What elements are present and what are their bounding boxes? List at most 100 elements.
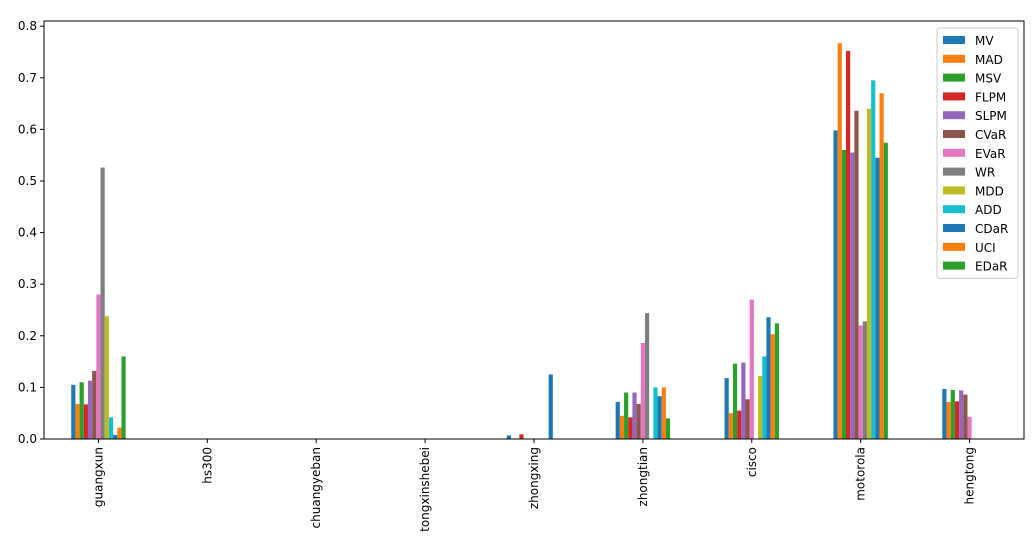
bar-MSV-guangxun xyxy=(79,382,84,439)
bar-WR-guangxun xyxy=(100,167,105,439)
bar-FLPM-zhongtian xyxy=(628,417,633,439)
y-tick-label: 0.1 xyxy=(18,380,37,394)
plot-area-frame xyxy=(43,20,1025,440)
bar-SLPM-motorola xyxy=(850,152,855,439)
bar-EDaR-guangxun xyxy=(121,356,126,439)
legend-label-SLPM: SLPM xyxy=(975,109,1007,123)
bar-UCI-zhongtian xyxy=(661,387,666,439)
bar-EDaR-motorola xyxy=(883,142,888,439)
x-tick-label-chuangyeban: chuangyeban xyxy=(309,447,323,528)
bar-CDaR-zhongxing xyxy=(548,374,553,439)
bar-CDaR-cisco xyxy=(766,317,771,439)
legend-label-UCI: UCI xyxy=(975,241,996,255)
legend-label-MSV: MSV xyxy=(975,72,1002,86)
y-tick-label: 0.8 xyxy=(18,19,37,33)
x-tick-label-guangxun: guangxun xyxy=(91,447,105,507)
legend-label-FLPM: FLPM xyxy=(975,90,1006,104)
legend-swatch-CDaR xyxy=(943,224,965,232)
legend-swatch-MSV xyxy=(943,73,965,82)
bar-SLPM-guangxun xyxy=(87,380,93,439)
bar-SLPM-cisco xyxy=(741,362,746,439)
legend-box xyxy=(936,27,1019,279)
bar-MAD-guangxun xyxy=(75,403,80,439)
legend-swatch-ADD xyxy=(943,205,965,214)
legend-label-MDD: MDD xyxy=(975,184,1004,198)
bar-CVaR-zhongtian xyxy=(636,403,641,439)
x-tick-label-hengtong: hengtong xyxy=(963,447,977,504)
x-tick-label-zhongxing: zhongxing xyxy=(527,447,541,509)
legend-label-CDaR: CDaR xyxy=(975,222,1008,236)
legend-swatch-FLPM xyxy=(943,92,965,101)
legend-swatch-EDaR xyxy=(943,261,965,270)
bar-MV-guangxun xyxy=(71,384,76,439)
bar-FLPM-zhongxing xyxy=(519,434,524,439)
legend-swatch-EVaR xyxy=(943,148,965,157)
bar-EVaR-motorola xyxy=(858,325,863,439)
legend-label-CVaR: CVaR xyxy=(975,128,1006,142)
bar-CDaR-zhongtian xyxy=(657,396,662,439)
legend-label-ADD: ADD xyxy=(975,203,1002,217)
x-tick-label-hs300: hs300 xyxy=(200,447,214,484)
legend-label-MV: MV xyxy=(975,34,994,48)
bar-CVaR-cisco xyxy=(745,399,750,439)
legend-label-EDaR: EDaR xyxy=(975,260,1008,274)
bar-ADD-motorola xyxy=(871,80,876,440)
bar-EVaR-cisco xyxy=(749,299,754,439)
bar-SLPM-hengtong xyxy=(959,390,964,439)
bar-CVaR-guangxun xyxy=(92,370,97,439)
bar-EVaR-guangxun xyxy=(96,294,101,439)
bar-SLPM-zhongtian xyxy=(632,392,637,439)
legend: MV MAD MSV FLPM SLPM CVaR EVaR WR MDD ADD CDaR UCI E… xyxy=(936,27,1019,279)
bar-ADD-guangxun xyxy=(108,417,114,439)
y-tick-label: 0.7 xyxy=(18,71,37,85)
bar-MAD-motorola xyxy=(837,43,842,439)
bar-MV-hengtong xyxy=(942,388,947,439)
x-axis: guangxun hs300 chuangyeban tongxinshebei zho… xyxy=(91,439,977,532)
bars-layer xyxy=(71,43,972,440)
bar-MSV-hengtong xyxy=(950,389,955,439)
y-tick-label: 0.6 xyxy=(18,122,37,136)
bar-MV-motorola xyxy=(833,130,838,439)
x-tick-label-cisco: cisco xyxy=(745,447,759,477)
legend-label-EVaR: EVaR xyxy=(975,147,1006,161)
bar-EVaR-zhongtian xyxy=(640,343,645,439)
bar-EDaR-zhongtian xyxy=(665,418,671,439)
bar-MV-zhongxing xyxy=(506,435,511,439)
legend-swatch-WR xyxy=(943,167,965,176)
y-tick-label: 0.5 xyxy=(18,174,37,188)
legend-swatch-SLPM xyxy=(943,111,965,120)
bar-CDaR-motorola xyxy=(875,157,880,439)
legend-swatch-MDD xyxy=(943,186,965,195)
y-tick-label: 0.4 xyxy=(18,226,37,240)
bar-EDaR-cisco xyxy=(774,323,779,439)
x-tick-label-tongxinshebei: tongxinshebei xyxy=(418,447,432,532)
bar-MDD-cisco xyxy=(758,376,763,439)
bar-FLPM-motorola xyxy=(846,50,851,440)
bar-FLPM-hengtong xyxy=(954,401,960,439)
legend-swatch-CVaR xyxy=(943,130,965,138)
legend-swatch-MAD xyxy=(943,54,965,63)
legend-label-WR: WR xyxy=(975,166,995,180)
legend-swatch-UCI xyxy=(943,242,965,251)
legend-label-MAD: MAD xyxy=(975,53,1003,67)
y-tick-label: 0.0 xyxy=(18,432,37,446)
bar-CVaR-hengtong xyxy=(963,394,968,439)
bar-MSV-cisco xyxy=(732,363,738,439)
bar-WR-motorola xyxy=(862,321,867,439)
x-tick-label-zhongtian: zhongtian xyxy=(636,447,650,506)
x-tick-label-motorola: motorola xyxy=(854,447,868,501)
bar-MAD-zhongtian xyxy=(619,415,625,439)
y-tick-label: 0.3 xyxy=(18,277,37,291)
bar-ADD-cisco xyxy=(762,356,767,439)
bar-UCI-guangxun xyxy=(117,427,122,439)
bar-CDaR-guangxun xyxy=(113,434,118,439)
bar-MSV-zhongtian xyxy=(624,392,629,439)
bar-EVaR-hengtong xyxy=(967,416,972,439)
bar-MV-cisco xyxy=(724,378,729,439)
bar-MDD-motorola xyxy=(866,108,872,439)
bar-UCI-motorola xyxy=(879,93,884,439)
bar-MDD-guangxun xyxy=(104,316,109,439)
bar-MV-zhongtian xyxy=(615,401,620,439)
y-axis: 0.0 0.1 0.2 0.3 0.4 0.5 0.6 0.7 0.8 xyxy=(18,19,44,446)
